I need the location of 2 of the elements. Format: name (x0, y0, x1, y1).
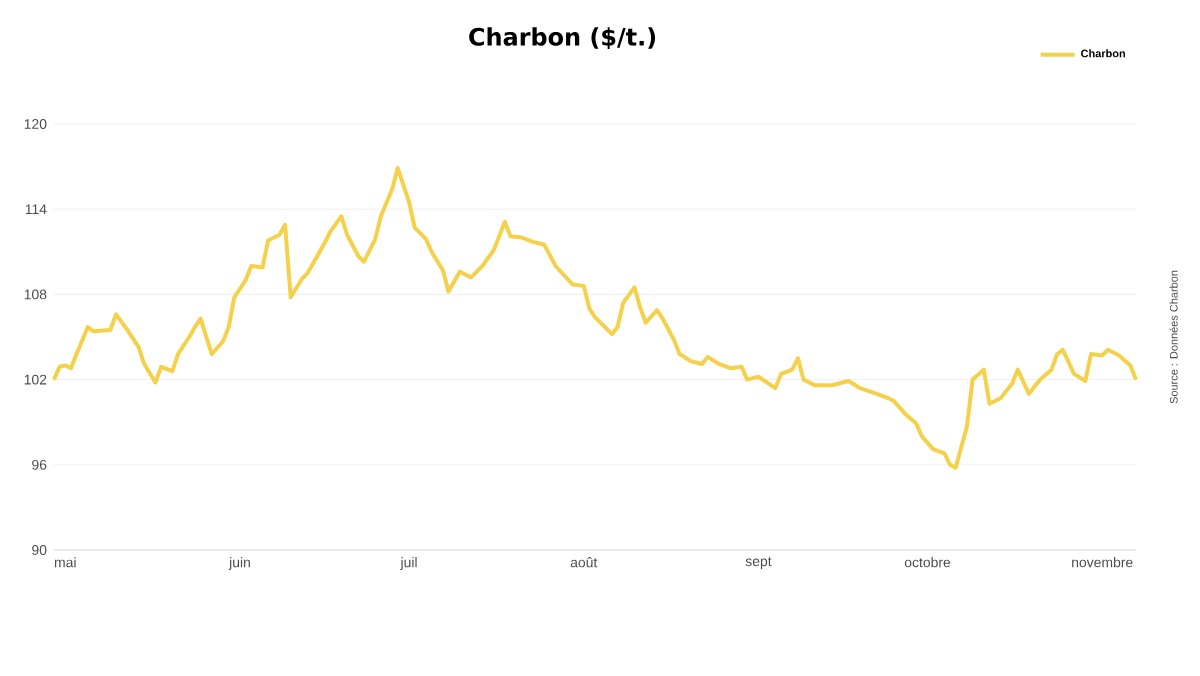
chart-title: Charbon ($/t.) (469, 27, 656, 49)
line-series (52, 166, 1139, 470)
